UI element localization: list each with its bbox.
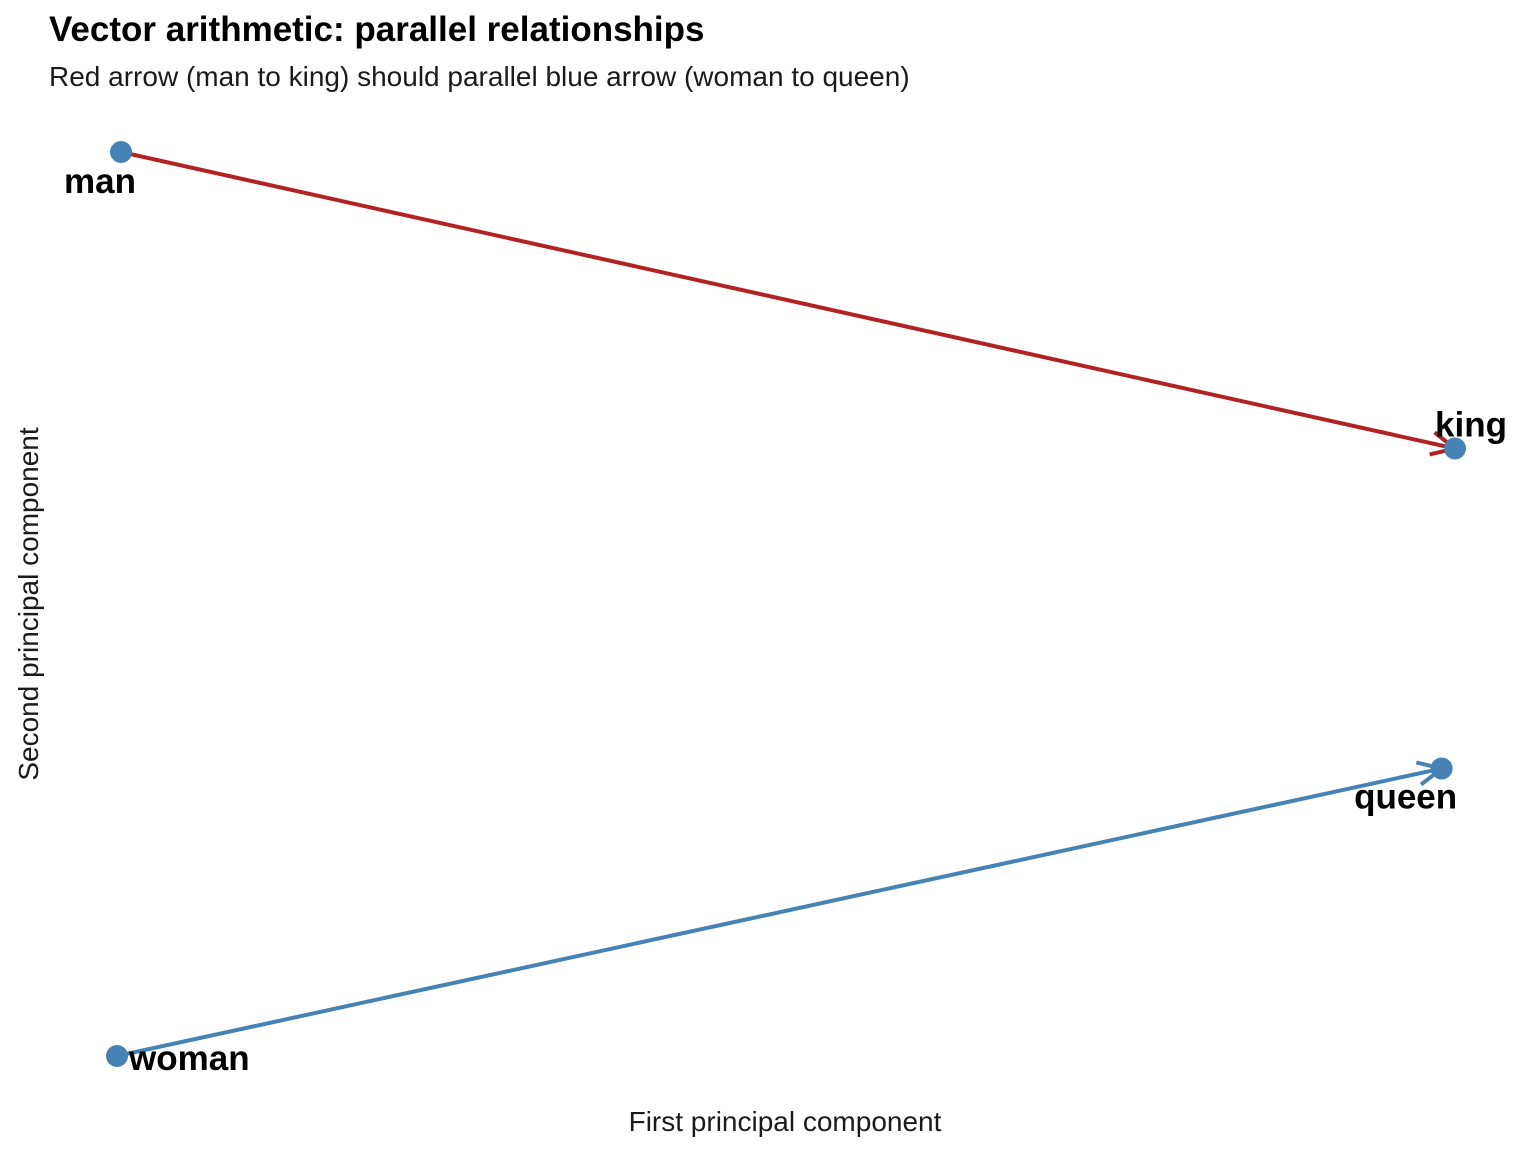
arrow-woman-to-queen bbox=[116, 760, 1447, 1058]
chart-title: Vector arithmetic: parallel relationship… bbox=[49, 10, 705, 49]
chart-subtitle: Red arrow (man to king) should parallel … bbox=[49, 61, 910, 92]
arrow-layer bbox=[116, 150, 1460, 1058]
arrow-man-to-king bbox=[120, 150, 1460, 457]
y-axis-label: Second principal component bbox=[13, 427, 44, 781]
label-man: man bbox=[64, 162, 136, 201]
arrow-shaft-woman-to-queen bbox=[116, 766, 1443, 1058]
label-king: king bbox=[1435, 406, 1507, 445]
arrow-shaft-man-to-king bbox=[120, 150, 1456, 451]
point-king bbox=[1444, 437, 1466, 460]
point-queen bbox=[1430, 757, 1453, 780]
label-queen: queen bbox=[1354, 778, 1457, 817]
point-layer bbox=[106, 141, 1466, 1067]
label-layer: man king woman queen bbox=[64, 162, 1507, 1078]
point-man bbox=[110, 141, 133, 163]
label-woman: woman bbox=[128, 1039, 250, 1078]
point-woman bbox=[106, 1045, 128, 1067]
x-axis-label: First principal component bbox=[628, 1106, 942, 1137]
